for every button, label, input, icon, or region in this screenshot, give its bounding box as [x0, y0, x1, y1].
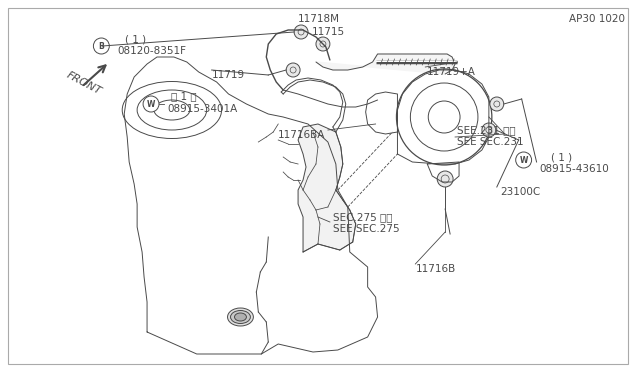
Circle shape	[316, 37, 330, 51]
Circle shape	[143, 96, 159, 112]
Text: W: W	[520, 155, 528, 164]
Ellipse shape	[230, 311, 250, 324]
Text: ( 1 ): ( 1 )	[552, 152, 573, 162]
Text: 11716B: 11716B	[415, 264, 456, 274]
Text: B: B	[99, 42, 104, 51]
Text: SEC.275 参照: SEC.275 参照	[333, 212, 392, 222]
Ellipse shape	[234, 313, 246, 321]
Text: AP30 1020: AP30 1020	[570, 14, 625, 24]
Circle shape	[294, 25, 308, 39]
Text: 11715: 11715	[312, 27, 345, 37]
Text: 11716BA: 11716BA	[278, 130, 326, 140]
Circle shape	[286, 63, 300, 77]
Circle shape	[437, 171, 453, 187]
Text: 23100C: 23100C	[500, 187, 540, 197]
Text: 11718M: 11718M	[298, 14, 340, 24]
Text: W: W	[147, 99, 156, 109]
Text: SEE.231 参照: SEE.231 参照	[457, 125, 516, 135]
Circle shape	[516, 152, 532, 168]
Text: （ 1 ）: （ 1 ）	[171, 91, 196, 101]
Text: SEE SEC.231: SEE SEC.231	[457, 137, 524, 147]
Circle shape	[490, 97, 504, 111]
Text: SEE SEC.275: SEE SEC.275	[333, 224, 399, 234]
Ellipse shape	[228, 308, 253, 326]
Polygon shape	[298, 124, 356, 252]
Text: ( 1 ): ( 1 )	[125, 34, 147, 44]
Text: 08120-8351F: 08120-8351F	[117, 46, 186, 56]
Text: 08915-3401A: 08915-3401A	[167, 104, 237, 114]
Text: 11719: 11719	[212, 70, 244, 80]
Text: FRONT: FRONT	[65, 70, 103, 97]
Text: 08915-43610: 08915-43610	[540, 164, 609, 174]
Text: 11719+A: 11719+A	[428, 67, 476, 77]
Circle shape	[482, 123, 496, 137]
Circle shape	[93, 38, 109, 54]
Polygon shape	[316, 54, 455, 74]
